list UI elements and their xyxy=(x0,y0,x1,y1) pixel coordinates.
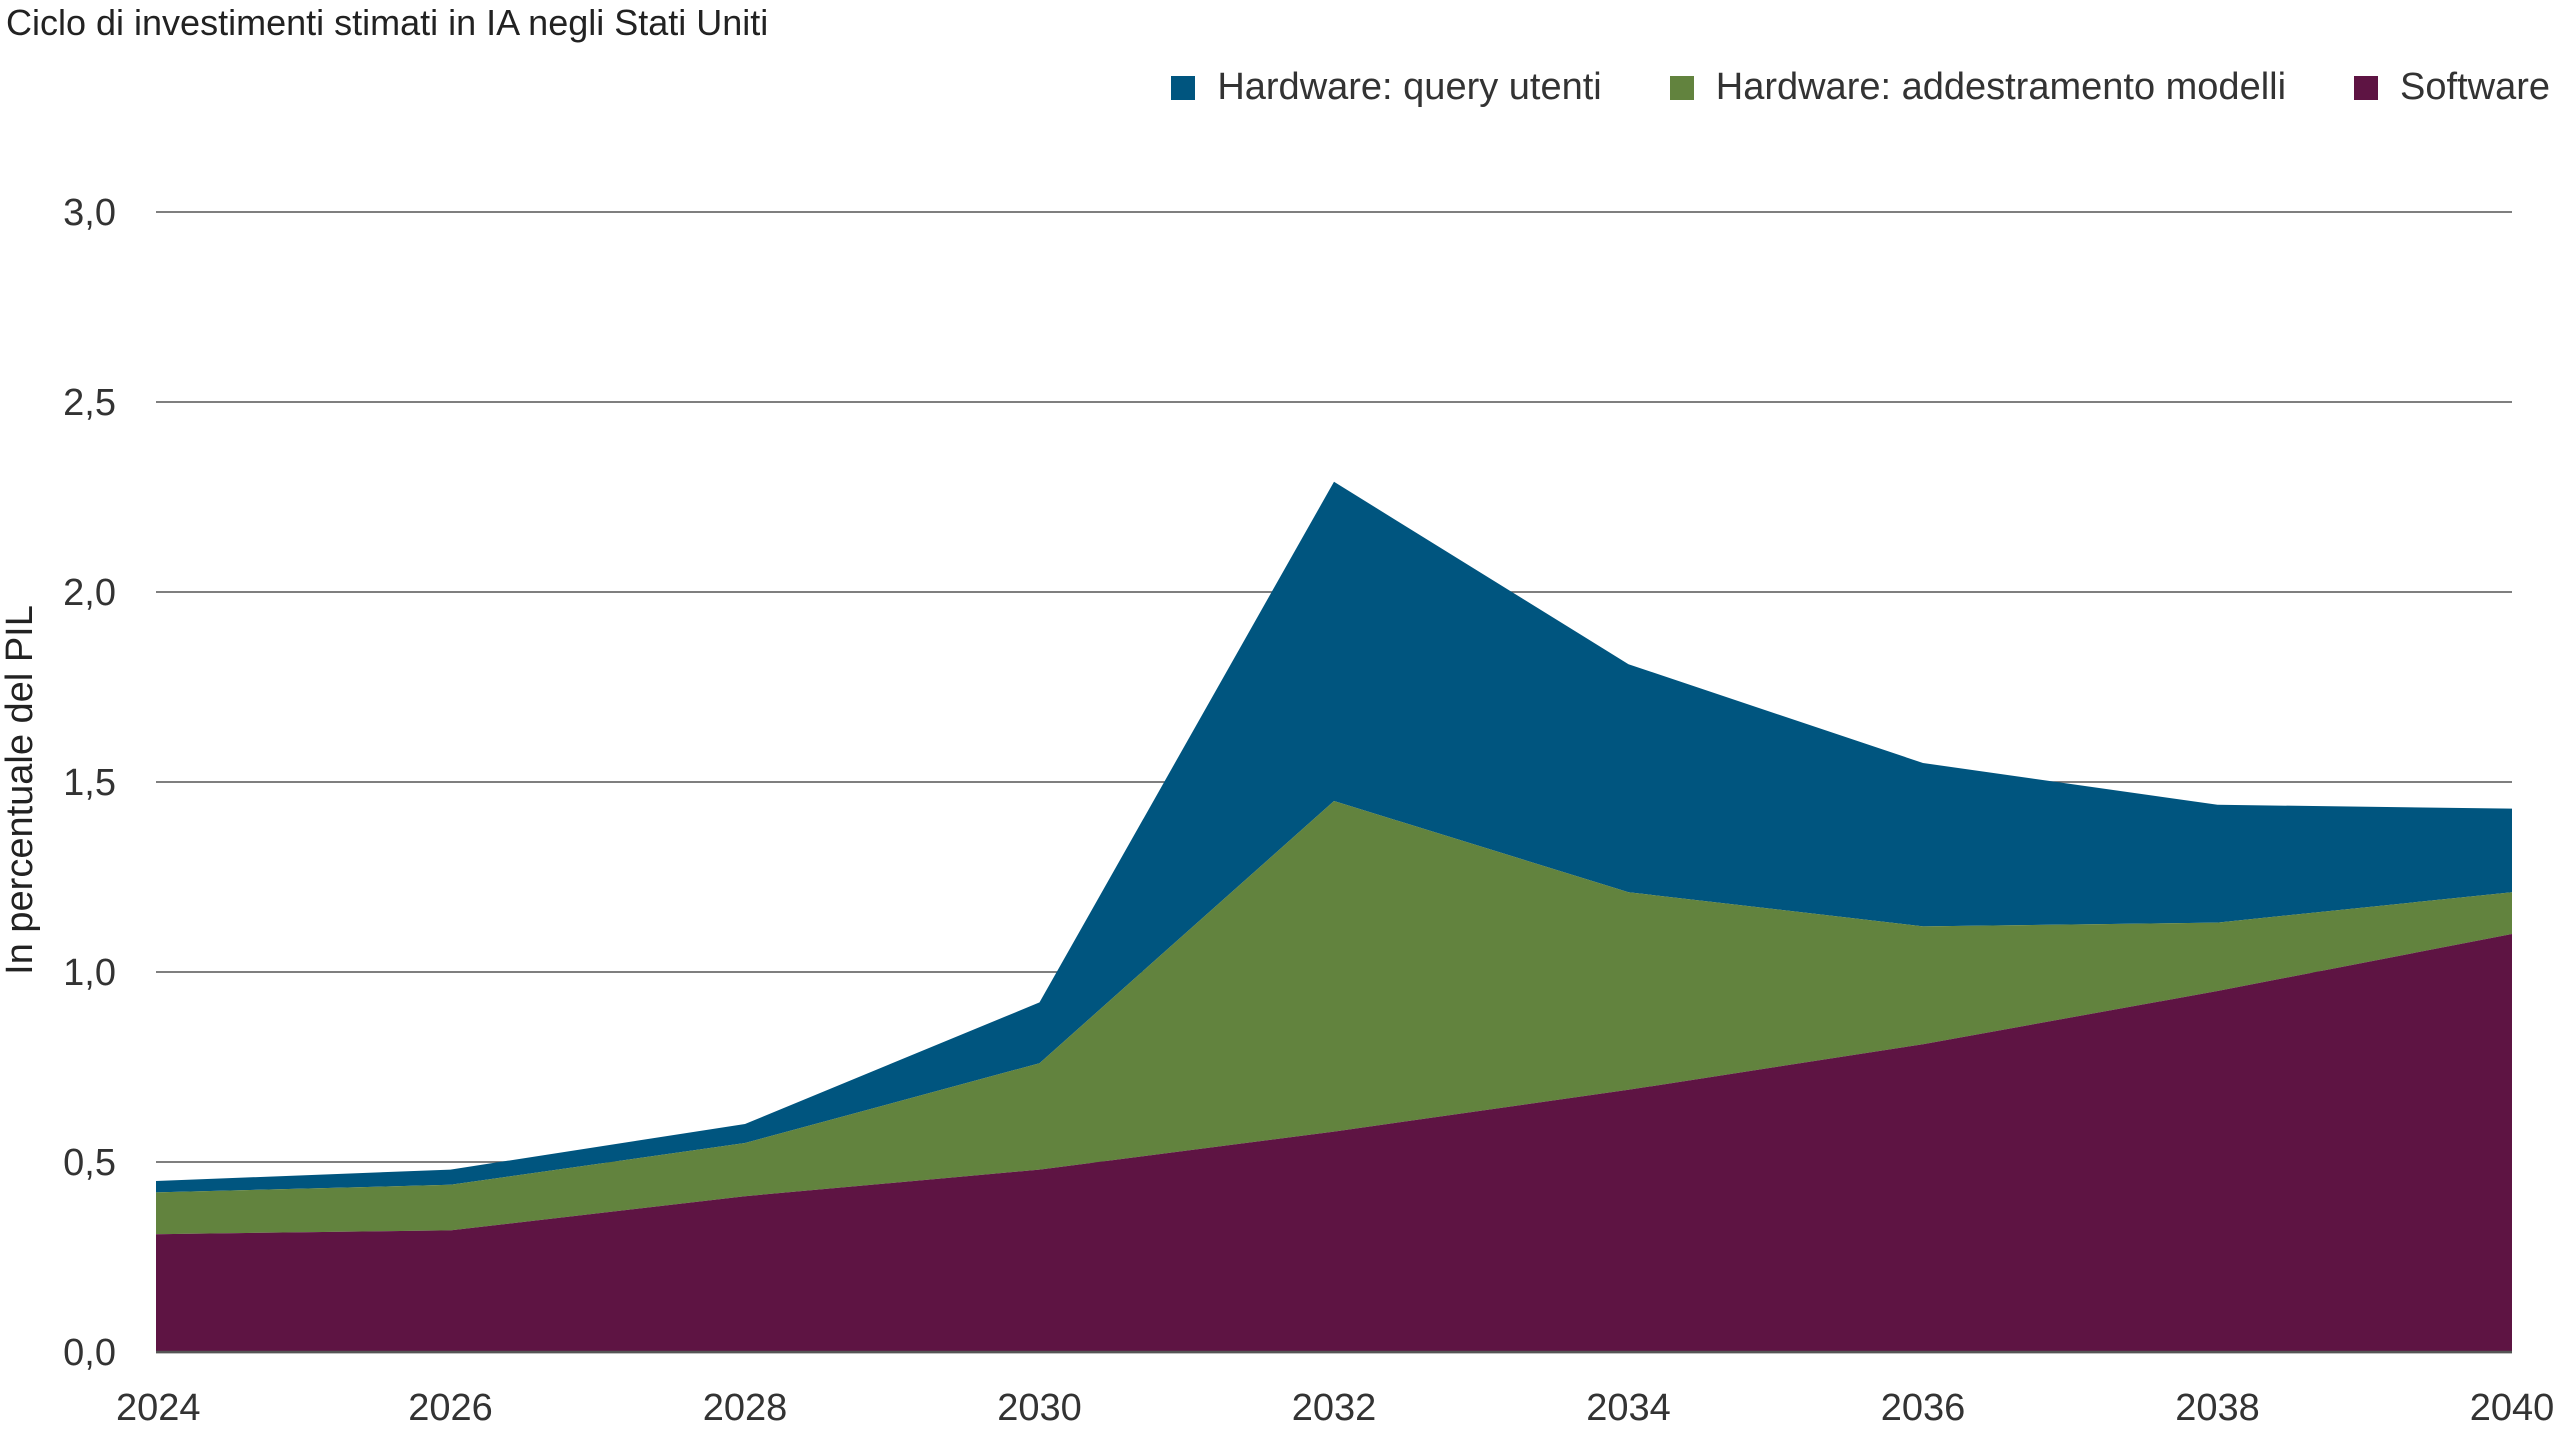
y-tick-label: 1,5 xyxy=(63,762,116,804)
y-tick-label: 2,5 xyxy=(63,382,116,424)
area-software[interactable] xyxy=(156,934,2512,1352)
axes: 0,0 0,5 1,0 1,5 2,0 2,5 3,0 2024 2026 2028 2030 203… xyxy=(63,192,2554,1429)
x-tick-label: 2026 xyxy=(408,1387,493,1429)
y-tick-label: 2,0 xyxy=(63,572,116,614)
legend-label-hardware-addestramento-modelli: Hardware: addestramento modelli xyxy=(1715,66,2287,108)
legend-swatch-hardware-query-utenti xyxy=(1171,75,1196,100)
y-tick-label: 3,0 xyxy=(63,192,116,234)
x-tick-label: 2038 xyxy=(2175,1387,2260,1429)
legend-item-hardware-query-utenti[interactable]: Hardware: query utenti xyxy=(1171,66,1602,109)
legend-label-software: Software xyxy=(2400,66,2550,108)
x-tick-label: 2040 xyxy=(2470,1387,2555,1429)
x-tick-label: 2034 xyxy=(1586,1387,1671,1429)
y-axis-title: In percentuale del PIL xyxy=(0,605,41,975)
legend-item-hardware-addestramento-modelli[interactable]: Hardware: addestramento modelli xyxy=(1669,66,2287,109)
x-tick-label: 2036 xyxy=(1881,1387,1966,1429)
x-tick-label: 2032 xyxy=(1292,1387,1377,1429)
x-tick-label: 2030 xyxy=(997,1387,1082,1429)
legend-swatch-hardware-addestramento-modelli xyxy=(1669,75,1694,100)
legend-label-hardware-query-utenti: Hardware: query utenti xyxy=(1217,66,1602,108)
y-tick-label: 1,0 xyxy=(63,952,116,994)
area-hardware-addestramento-modelli[interactable] xyxy=(156,801,2512,1235)
legend: Hardware: query utenti Hardware: addestr… xyxy=(1103,66,2550,109)
y-tick-label: 0,5 xyxy=(63,1142,116,1184)
chart-title: Ciclo di investimenti stimati in IA negl… xyxy=(6,2,769,43)
legend-item-software[interactable]: Software xyxy=(2354,66,2550,109)
area-hardware-query-utenti[interactable] xyxy=(156,481,2512,1193)
legend-swatch-software xyxy=(2354,75,2379,100)
x-tick-label: 2028 xyxy=(703,1387,788,1429)
x-tick-label: 2024 xyxy=(116,1387,201,1429)
series-areas xyxy=(156,481,2512,1352)
y-tick-label: 0,0 xyxy=(63,1332,116,1374)
